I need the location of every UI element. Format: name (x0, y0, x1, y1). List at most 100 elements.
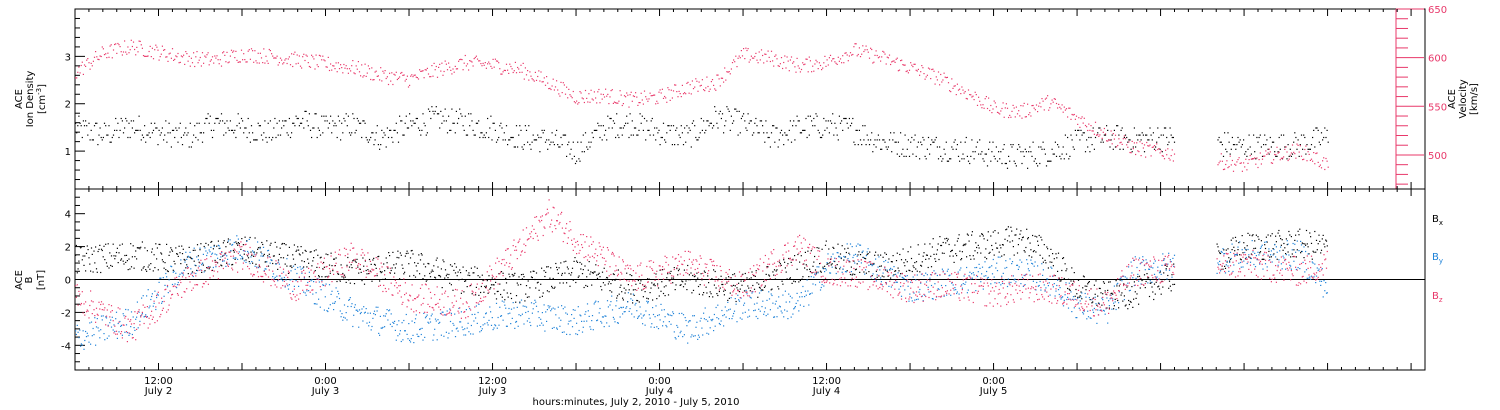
data-point (789, 295, 791, 297)
data-point (314, 303, 316, 305)
data-point (751, 134, 754, 136)
data-point (1006, 228, 1008, 230)
data-point (139, 248, 141, 250)
data-point (613, 101, 616, 103)
data-point (561, 305, 563, 307)
data-point (328, 69, 331, 72)
data-point (287, 272, 290, 274)
data-point (361, 136, 363, 139)
data-point (809, 270, 811, 273)
data-point (280, 278, 282, 280)
data-point (597, 273, 599, 275)
data-point (718, 290, 720, 293)
data-point (885, 146, 887, 148)
data-point (930, 78, 932, 80)
data-point (703, 120, 705, 122)
data-point (464, 54, 466, 57)
data-point (945, 141, 947, 143)
data-point (483, 134, 485, 136)
data-point (711, 278, 713, 280)
data-point (404, 122, 406, 124)
data-point (159, 134, 161, 136)
data-point (1170, 155, 1172, 157)
data-point (355, 65, 357, 67)
data-point (935, 136, 937, 139)
data-point (957, 155, 960, 157)
data-point (737, 57, 739, 59)
data-point (1231, 249, 1233, 251)
data-point (1069, 155, 1071, 157)
data-point (740, 297, 742, 299)
data-point (812, 125, 814, 127)
data-point (304, 249, 306, 251)
data-point (262, 243, 264, 246)
data-point (318, 129, 320, 131)
data-point (254, 50, 256, 52)
data-point (582, 269, 584, 271)
data-point (313, 127, 315, 129)
data-point (643, 285, 645, 287)
data-point (638, 315, 640, 317)
data-point (378, 255, 380, 257)
data-point (529, 71, 531, 73)
data-point (787, 318, 789, 320)
data-point (957, 89, 960, 91)
data-point (758, 51, 760, 53)
data-point (514, 146, 516, 148)
data-point (423, 77, 425, 79)
data-point (772, 125, 774, 127)
data-point (890, 261, 892, 263)
data-point (370, 263, 372, 265)
data-point (289, 279, 291, 281)
data-point (1239, 258, 1242, 260)
data-point (521, 71, 523, 73)
data-point (687, 279, 690, 281)
data-point (155, 243, 157, 245)
data-point (713, 84, 715, 86)
data-point (1286, 158, 1288, 160)
data-point (1044, 153, 1046, 155)
data-point (503, 289, 505, 291)
data-point (914, 63, 916, 65)
data-point (441, 62, 443, 64)
data-point (211, 253, 213, 255)
data-point (460, 292, 462, 294)
data-point (237, 113, 239, 115)
data-point (773, 65, 775, 67)
data-point (312, 260, 314, 262)
data-point (316, 266, 318, 268)
data-point (554, 286, 556, 288)
data-point (813, 276, 815, 278)
data-point (844, 117, 846, 120)
data-point (955, 253, 957, 255)
data-point (445, 275, 447, 277)
data-point (336, 71, 338, 73)
data-point (388, 310, 390, 312)
data-point (85, 330, 87, 333)
data-point (570, 320, 572, 322)
data-point (722, 315, 724, 317)
data-point (675, 129, 677, 131)
data-point (1120, 129, 1122, 131)
data-point (383, 263, 385, 265)
data-point (1325, 136, 1327, 139)
data-point (921, 65, 923, 67)
data-point (864, 49, 866, 51)
data-point (125, 308, 127, 311)
x-tick-time-label: 12:00 (478, 376, 507, 387)
data-point (1294, 239, 1296, 241)
data-point (182, 274, 184, 276)
data-point (1257, 236, 1259, 238)
data-point (490, 284, 493, 286)
data-point (1097, 134, 1099, 136)
data-point (344, 276, 346, 278)
data-point (415, 117, 417, 120)
data-point (208, 64, 210, 66)
data-point (1274, 153, 1276, 156)
data-point (696, 321, 698, 323)
data-point (675, 84, 677, 86)
data-point (1147, 145, 1149, 147)
data-point (415, 314, 417, 316)
data-point (184, 261, 186, 263)
data-point (1124, 305, 1126, 307)
